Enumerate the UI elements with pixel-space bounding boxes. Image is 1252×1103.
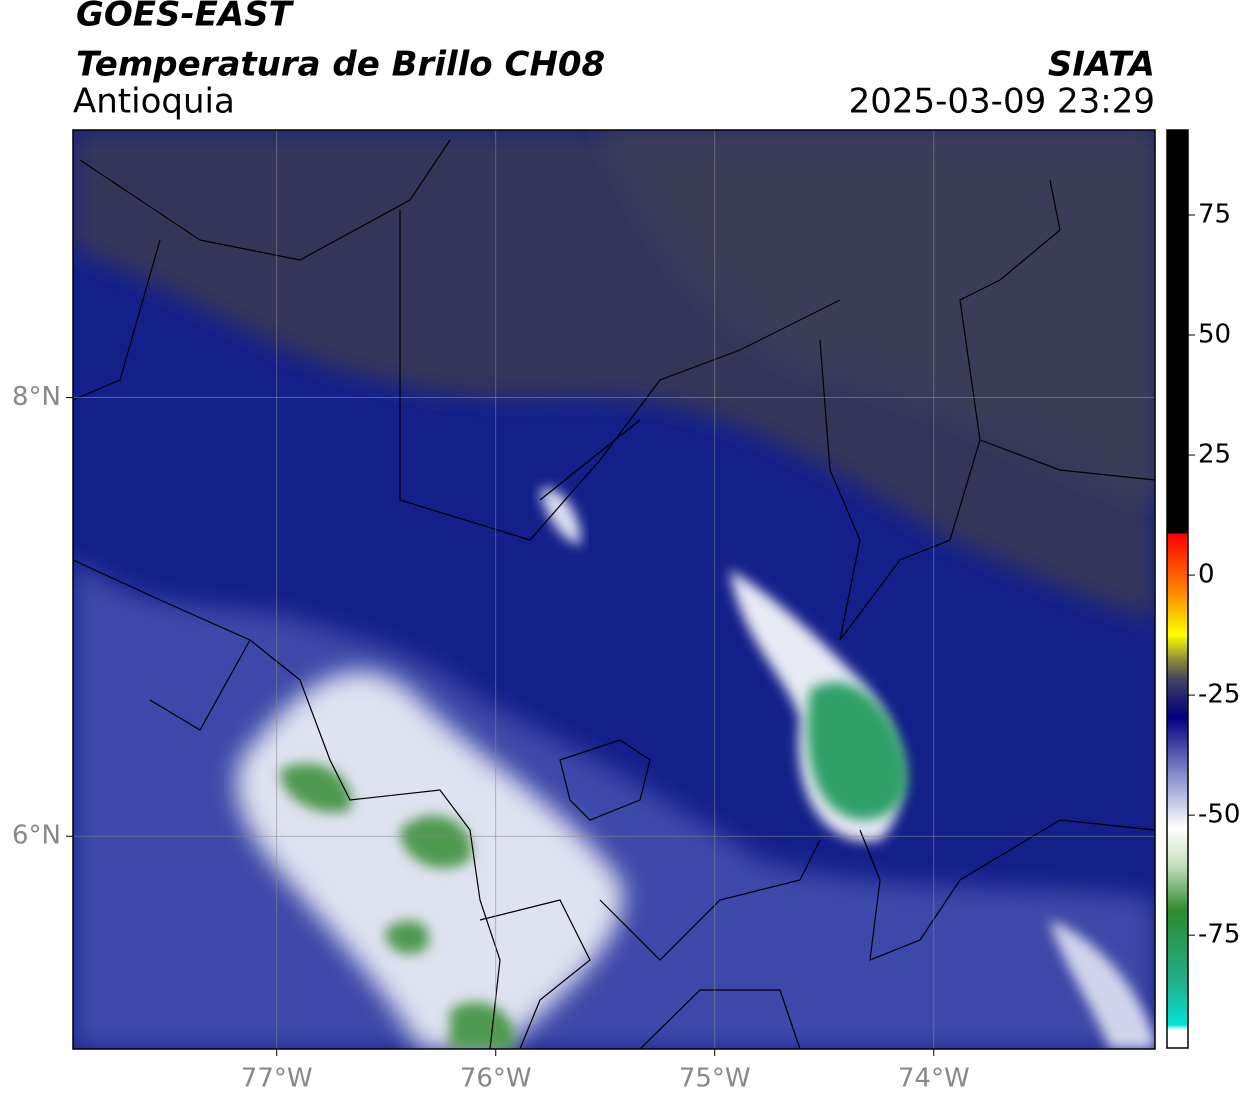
colorbar-tick-label: -25 (1198, 680, 1240, 710)
colorbar-tick-label: 25 (1198, 440, 1231, 470)
datetime: 2025-03-09 23:29 (849, 82, 1155, 122)
region: Antioquia (73, 82, 235, 122)
colorbar (1166, 129, 1189, 1049)
satellite-image (73, 130, 1155, 1049)
product: Temperatura de Brillo CH08 (76, 45, 605, 85)
colorbar-tick-label: 0 (1198, 560, 1215, 590)
source: SIATA (1048, 45, 1155, 85)
lon-tick-label: 77°W (241, 1064, 313, 1094)
colorbar-tick-label: 50 (1198, 320, 1231, 350)
colorbar-tick-label: 75 (1198, 199, 1231, 229)
lat-tick-label: 6°N (12, 821, 61, 851)
lon-tick-label: 74°W (898, 1064, 970, 1094)
grid (73, 130, 1155, 1049)
map-frame (72, 129, 1156, 1050)
lon-tick-label: 76°W (460, 1064, 532, 1094)
satellite: GOES-EAST (76, 0, 295, 35)
colorbar-tick-label: -50 (1198, 800, 1240, 830)
lon-tick-label: 75°W (679, 1064, 751, 1094)
colorbar-tick-label: -75 (1198, 920, 1240, 950)
lat-tick-label: 8°N (12, 382, 61, 412)
